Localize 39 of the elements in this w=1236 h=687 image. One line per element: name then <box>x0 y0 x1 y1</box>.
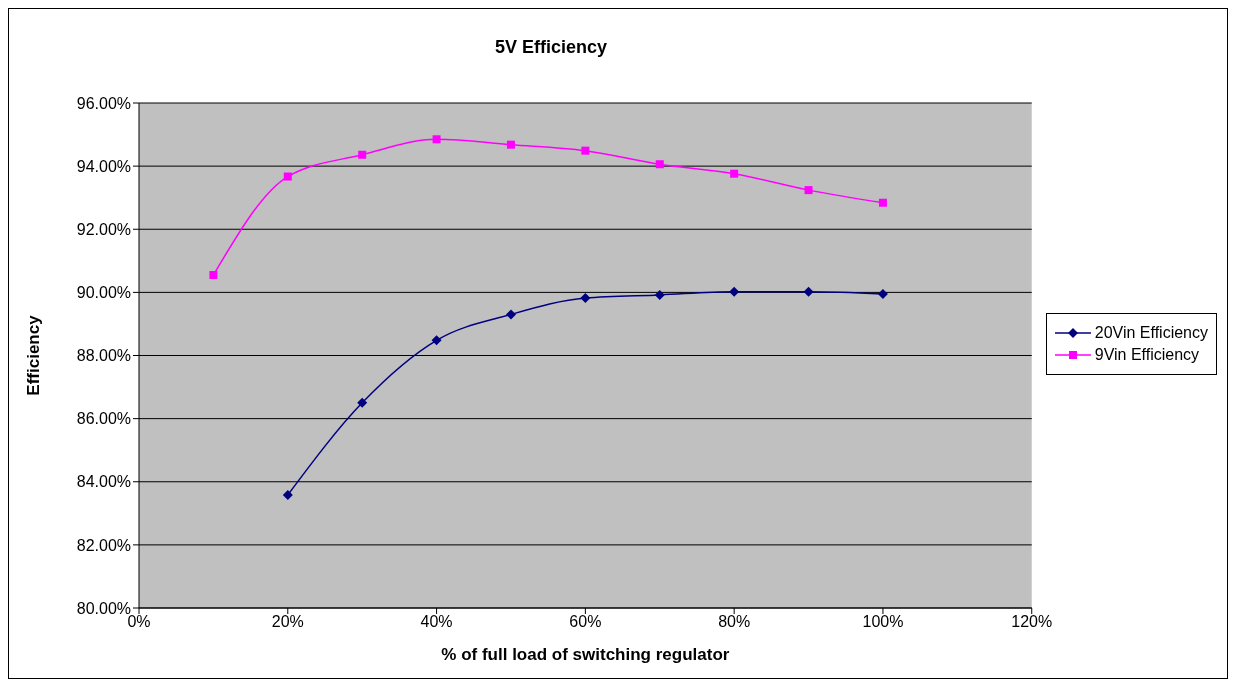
point <box>655 160 664 169</box>
point <box>358 150 367 159</box>
chart-title: 5V Efficiency <box>493 37 609 58</box>
x-tick-label: 80% <box>718 613 751 631</box>
point <box>730 169 739 178</box>
point <box>506 140 515 149</box>
point <box>283 172 292 181</box>
y-tick-label: 82.00% <box>76 536 131 554</box>
y-tick-label: 96.00% <box>76 94 131 112</box>
y-tick-label: 92.00% <box>76 220 131 238</box>
x-tick-label: 60% <box>569 613 602 631</box>
x-tick-label: 20% <box>271 613 304 631</box>
y-tick-label: 94.00% <box>76 157 131 175</box>
point <box>580 293 591 304</box>
point <box>729 286 740 297</box>
point <box>581 146 590 155</box>
point <box>505 309 516 320</box>
x-tick-label: 40% <box>420 613 453 631</box>
point <box>877 288 888 299</box>
y-axis-title: Efficiency <box>24 314 44 396</box>
y-tick-label: 86.00% <box>76 410 131 428</box>
x-tick-label: 0% <box>127 613 151 631</box>
x-tick-label: 100% <box>862 613 904 631</box>
x-axis-title: % of full load of switching regulator <box>441 645 730 664</box>
legend-label: 20Vin Efficiency <box>1094 323 1208 342</box>
x-tick-label: 120% <box>1011 613 1053 631</box>
point <box>804 186 813 195</box>
legend-label: 9Vin Efficiency <box>1094 345 1200 364</box>
y-tick-label: 84.00% <box>76 473 131 491</box>
point <box>431 335 442 346</box>
y-tick-label: 90.00% <box>76 284 131 302</box>
point <box>432 135 441 144</box>
y-tick-label: 88.00% <box>76 347 131 365</box>
point <box>654 289 665 300</box>
point <box>803 286 814 297</box>
point <box>209 271 218 280</box>
point <box>878 198 887 207</box>
point <box>357 397 368 408</box>
point <box>282 490 293 501</box>
